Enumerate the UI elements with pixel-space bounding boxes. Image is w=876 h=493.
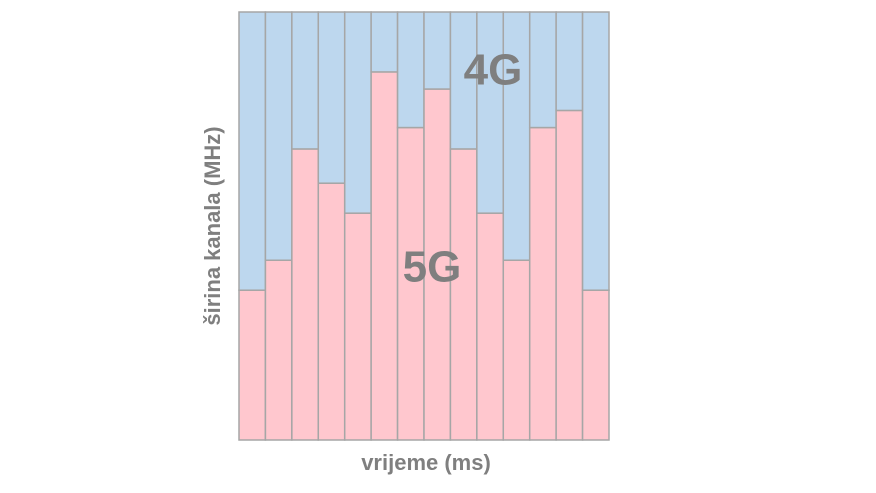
bar-segment [317,182,346,441]
bar-segment [423,88,452,441]
x-axis-label: vrijeme (ms) [361,450,491,475]
bar-segment [343,212,372,441]
bar-segment [264,11,293,261]
bar-segment [476,212,505,441]
bar-segment [370,11,399,73]
bar-segment [502,259,531,441]
bar-segment [555,109,584,441]
bar-segment [555,11,584,112]
bar-segment [238,11,267,291]
bar-segment [291,11,320,150]
bar-segment [343,11,372,214]
bar-segment [291,148,320,441]
bar-segment [396,11,425,129]
bar-segment [528,11,557,129]
bar-segment [423,11,452,90]
bar-segment [449,148,478,441]
bar-segment [476,11,505,214]
bar-segment [317,11,346,184]
bar-segment [264,259,293,441]
bar-segment [528,126,557,441]
series-label: 5G [403,243,462,292]
bar-segment [238,289,267,441]
series-label: 4G [464,46,523,95]
bar-segment [396,126,425,441]
bar-segment [449,11,478,150]
bar-segment [581,289,610,441]
y-axis-label: širina kanala (MHz) [200,126,225,325]
bar-segment [581,11,610,291]
bar-segment [370,71,399,441]
